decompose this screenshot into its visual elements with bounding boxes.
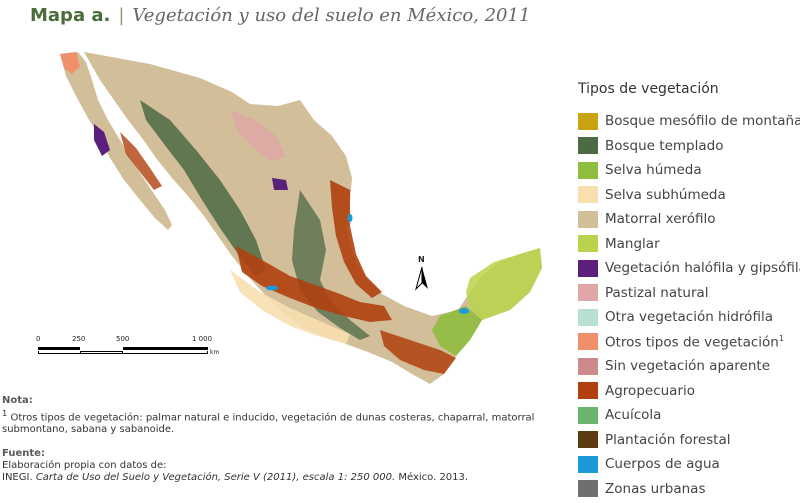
legend-item: Otra vegetación hidrófila (578, 305, 800, 330)
legend-swatch (578, 480, 598, 498)
fuente-source: INEGI. (2, 472, 33, 484)
legend-label: Sin vegetación aparente (605, 358, 771, 375)
scale-bar-segments (38, 347, 208, 355)
legend-swatch (578, 455, 598, 473)
scale-outline (38, 351, 208, 354)
legend-item: Vegetación halófila y gipsófila (578, 256, 800, 281)
legend-item: Acuícola (578, 403, 800, 428)
legend-label: Cuerpos de agua (605, 456, 720, 473)
legend-swatch (578, 406, 598, 424)
legend-label: Otros tipos de vegetación1 (605, 333, 784, 351)
legend-label: Acuícola (605, 407, 662, 424)
legend-swatch (578, 357, 598, 375)
scale-tick-1000: 1 000 (192, 335, 213, 343)
legend-item: Sin vegetación aparente (578, 354, 800, 379)
legend-item: Otros tipos de vegetación1 (578, 330, 800, 355)
agropecuario-central (236, 246, 392, 322)
selva-subhumeda-pacific (230, 270, 350, 344)
otros-tipos-baja (60, 52, 80, 74)
legend-swatch (578, 382, 598, 400)
scale-segment (123, 347, 208, 350)
north-arrow-icon (415, 266, 428, 291)
legend-item: Manglar (578, 232, 800, 257)
mexico-map-graphic (60, 52, 542, 384)
north-label: N (418, 255, 425, 264)
legend-swatch (578, 210, 598, 228)
legend-item: Plantación forestal (578, 428, 800, 453)
scale-tick-500: 500 (116, 335, 130, 343)
fuente-line1: Elaboración propia con datos de: (2, 460, 167, 472)
baja-california (60, 52, 172, 230)
legend-title: Tipos de vegetación (578, 81, 719, 97)
scale-tick-250: 250 (72, 335, 86, 343)
legend-item: Selva subhúmeda (578, 183, 800, 208)
lake-chapala (266, 285, 278, 291)
legend-swatch (578, 112, 598, 130)
legend: Tipos de vegetación Bosque mesófilo de m… (578, 81, 800, 501)
legend-swatch (578, 259, 598, 277)
legend-item: Bosque templado (578, 134, 800, 159)
pastizal-north (230, 110, 286, 162)
nota-body: Otros tipos de vegetación: palmar natura… (2, 412, 535, 436)
title-separator: | (118, 5, 125, 26)
legend-item: Pastizal natural (578, 281, 800, 306)
fuente-title: Carta de Uso del Suelo y Vegetación, Ser… (35, 472, 396, 484)
legend-label: Bosque mesófilo de montaña (605, 113, 800, 130)
bosque-templado-west (140, 100, 266, 276)
legend-label: Agropecuario (605, 382, 696, 399)
water-southeast (459, 308, 469, 314)
legend-swatch (578, 186, 598, 204)
legend-label: Bosque templado (605, 137, 724, 154)
legend-swatch (578, 235, 598, 253)
legend-label: Otra vegetación hidrófila (605, 309, 773, 326)
scale-bar: 0 250 500 1 000 km (36, 335, 226, 363)
legend-label: Pastizal natural (605, 284, 709, 301)
map-number: Mapa a. (30, 5, 111, 26)
legend-item: Matorral xerófilo (578, 207, 800, 232)
legend-items: Bosque mesófilo de montaña Bosque templad… (578, 109, 800, 501)
water-gulf (347, 214, 353, 222)
agropecuario-gulf (330, 180, 382, 298)
map-title: Mapa a. | Vegetación y uso del suelo en Mé… (30, 5, 530, 27)
legend-item: Bosque mesófilo de montaña (578, 109, 800, 134)
legend-swatch (578, 161, 598, 179)
notes: Nota: 1 Otros tipos de vegetación: palma… (2, 395, 562, 484)
fuente-heading: Fuente: (2, 448, 45, 460)
legend-swatch (578, 284, 598, 302)
legend-label: Manglar (605, 235, 660, 252)
legend-item: Selva húmeda (578, 158, 800, 183)
agropecuario-south (380, 330, 456, 374)
legend-label: Plantación forestal (605, 431, 731, 448)
legend-item: Agropecuario (578, 379, 800, 404)
legend-label: Vegetación halófila y gipsófila (605, 260, 800, 277)
legend-swatch (578, 137, 598, 155)
nota-heading: Nota: (2, 395, 33, 406)
scale-tick-0: 0 (36, 335, 41, 343)
map-subtitle: Vegetación y uso del suelo en México, 20… (132, 5, 531, 26)
selva-humeda-southeast (432, 306, 482, 356)
legend-swatch (578, 431, 598, 449)
halofila-north (272, 178, 288, 190)
legend-item: Cuerpos de agua (578, 452, 800, 477)
agropecuario-northwest (120, 132, 162, 190)
scale-segment (38, 347, 80, 350)
nota-footnote-mark: 1 (2, 408, 8, 418)
legend-swatch (578, 333, 598, 351)
north-arrow: N (411, 255, 433, 291)
scale-unit: km (210, 349, 220, 356)
mexico-map: N 0 250 500 1 000 km (0, 40, 560, 390)
nota-text: 1 Otros tipos de vegetación: palmar natu… (2, 407, 562, 436)
legend-label: Selva húmeda (605, 162, 702, 179)
yucatan-peninsula (466, 248, 542, 320)
legend-label: Matorral xerófilo (605, 211, 716, 228)
legend-item: Zonas urbanas (578, 477, 800, 502)
legend-label: Zonas urbanas (605, 480, 706, 497)
halofila-baja (94, 124, 110, 156)
fuente-citation: INEGI. Carta de Uso del Suelo y Vegetaci… (2, 472, 562, 484)
legend-label: Selva subhúmeda (605, 186, 726, 203)
fuente-tail: México. 2013. (398, 472, 469, 484)
legend-swatch (578, 308, 598, 326)
